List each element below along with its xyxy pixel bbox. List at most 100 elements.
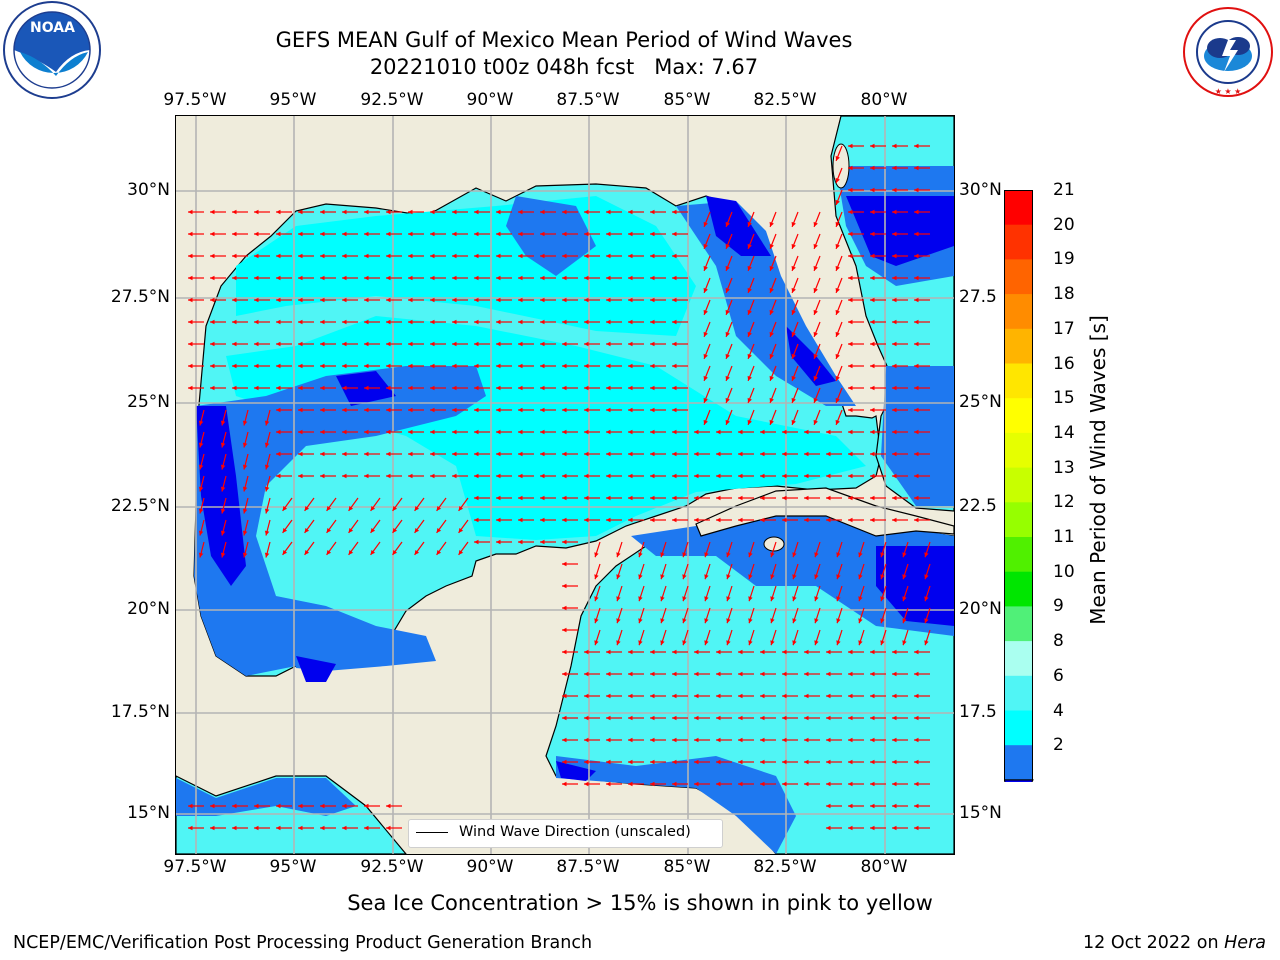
wind-wave-arrowhead	[232, 253, 237, 259]
wind-wave-arrowhead	[430, 429, 435, 435]
wind-wave-arrowhead	[747, 221, 752, 227]
wind-wave-arrowhead	[606, 495, 611, 501]
wind-wave-arrowhead	[672, 209, 677, 215]
wind-wave-arrowhead	[282, 528, 288, 533]
wind-wave-arrowhead	[562, 407, 567, 413]
wind-wave-arrowhead	[584, 385, 589, 391]
colorbar-tick-label: 20	[1053, 215, 1075, 235]
wind-wave-arrowhead	[835, 353, 840, 359]
wind-wave-arrowhead	[804, 737, 809, 743]
wind-wave-arrowhead	[703, 331, 708, 337]
wind-wave-arrowhead	[804, 759, 809, 765]
wind-wave-arrowhead	[769, 419, 774, 425]
wind-wave-arrowhead	[638, 640, 643, 646]
wind-wave-arrowhead	[594, 574, 599, 580]
wind-wave-arrowhead	[298, 803, 303, 809]
wind-wave-arrowhead	[813, 331, 818, 337]
wind-wave-arrowhead	[348, 506, 354, 511]
wind-wave-arrowhead	[703, 375, 708, 381]
wind-wave-arrowhead	[914, 473, 919, 479]
wind-wave-arrowhead	[616, 552, 621, 558]
wind-wave-arrowhead	[804, 693, 809, 699]
wind-wave-arrowhead	[628, 231, 633, 237]
lon-tick-bottom: 82.5°W	[753, 857, 817, 877]
wind-wave-arrowhead	[892, 341, 897, 347]
wind-wave-arrowhead	[892, 209, 897, 215]
wind-wave-arrowhead	[430, 473, 435, 479]
colorbar-bin	[1004, 328, 1033, 364]
wind-wave-arrowhead	[370, 528, 376, 533]
wind-wave-arrowhead	[914, 319, 919, 325]
wind-wave-arrowhead	[694, 495, 699, 501]
wind-wave-arrowhead	[628, 275, 633, 281]
wind-wave-arrowhead	[914, 385, 919, 391]
wind-wave-arrowhead	[813, 419, 818, 425]
wind-wave-arrowhead	[804, 715, 809, 721]
wind-wave-arrowhead	[628, 671, 633, 677]
wind-wave-arrowhead	[835, 397, 840, 403]
wind-wave-arrowhead	[562, 473, 567, 479]
wind-wave-arrowhead	[650, 363, 655, 369]
colorbar-tick-label: 19	[1053, 249, 1075, 269]
colorbar-bin	[1004, 224, 1033, 260]
wind-wave-arrowhead	[320, 231, 325, 237]
wind-wave-arrowhead	[616, 596, 621, 602]
colorbar-bin	[1004, 398, 1033, 434]
wind-wave-arrowhead	[672, 649, 677, 655]
wind-wave-arrowhead	[584, 473, 589, 479]
wind-wave-arrowhead	[562, 385, 567, 391]
wind-wave-arrowhead	[738, 473, 743, 479]
wind-wave-arrowhead	[694, 517, 699, 523]
wind-wave-arrowhead	[858, 574, 863, 580]
wind-wave-arrowhead	[848, 649, 853, 655]
wind-wave-arrowhead	[562, 627, 567, 633]
wind-wave-arrowhead	[452, 231, 457, 237]
wind-wave-arrowhead	[606, 319, 611, 325]
wind-wave-arrowhead	[540, 517, 545, 523]
wind-wave-arrowhead	[242, 552, 248, 558]
wind-wave-arrowhead	[769, 375, 774, 381]
wind-wave-arrowhead	[298, 473, 303, 479]
wind-wave-arrowhead	[858, 640, 863, 646]
wind-wave-arrowhead	[254, 385, 259, 391]
colorbar-bin	[1004, 467, 1033, 503]
wind-wave-arrowhead	[672, 715, 677, 721]
wind-wave-arrowhead	[870, 759, 875, 765]
wind-wave-arrowhead	[628, 363, 633, 369]
wind-wave-arrowhead	[584, 407, 589, 413]
wind-wave-arrowhead	[725, 287, 730, 293]
wind-wave-arrowhead	[496, 297, 501, 303]
wind-wave-arrowhead	[386, 275, 391, 281]
caribbean-band-under-2	[556, 761, 596, 781]
wind-wave-arrowhead	[210, 275, 215, 281]
wind-wave-arrowhead	[364, 275, 369, 281]
wind-wave-arrowhead	[320, 385, 325, 391]
wind-wave-arrowhead	[638, 596, 643, 602]
wind-wave-arrowhead	[902, 574, 907, 580]
wind-wave-arrowhead	[782, 781, 787, 787]
wind-wave-arrowhead	[392, 528, 398, 533]
wind-wave-arrowhead	[474, 275, 479, 281]
lat-tick-right: 30°N	[959, 180, 1002, 200]
wind-wave-arrowhead	[364, 803, 369, 809]
wind-wave-arrowhead	[694, 759, 699, 765]
wind-wave-arrowhead	[210, 341, 215, 347]
legend-label: Wind Wave Direction (unscaled)	[459, 824, 691, 840]
wind-wave-arrowhead	[518, 385, 523, 391]
lon-tick-top: 95°W	[269, 90, 317, 110]
colorbar-bin	[1004, 745, 1033, 781]
wind-wave-arrowhead	[914, 715, 919, 721]
wind-wave-arrowhead	[220, 530, 226, 536]
wind-wave-arrowhead	[880, 640, 885, 646]
wind-wave-arrowhead	[254, 363, 259, 369]
wind-wave-arrowhead	[320, 209, 325, 215]
wind-wave-arrowhead	[616, 618, 621, 624]
wind-wave-arrowhead	[198, 486, 204, 492]
lon-tick-top: 82.5°W	[753, 90, 817, 110]
wind-wave-arrowhead	[914, 495, 919, 501]
wind-wave-arrowhead	[188, 385, 193, 391]
wind-wave-arrowhead	[826, 649, 831, 655]
wind-wave-arrowhead	[892, 231, 897, 237]
wind-wave-arrowhead	[791, 265, 796, 271]
wind-wave-arrowhead	[848, 253, 853, 259]
